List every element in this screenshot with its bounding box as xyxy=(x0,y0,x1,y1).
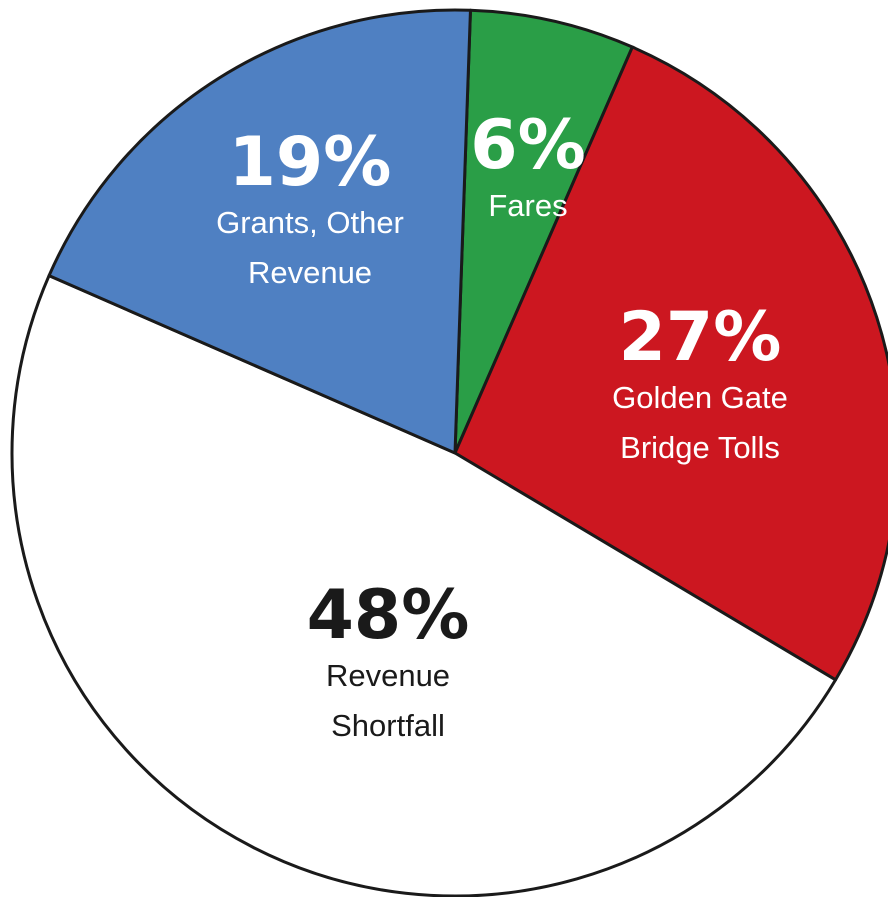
pct-label-grants-other-revenue: 19% xyxy=(229,123,392,202)
pct-label-golden-gate-bridge-tolls: 27% xyxy=(619,298,782,377)
pie-slices xyxy=(10,8,888,897)
pct-label-fares: 6% xyxy=(470,106,585,185)
slice-revenue-shortfall xyxy=(10,274,838,897)
category-label-revenue-shortfall-line-2: Shortfall xyxy=(331,708,445,743)
category-label-golden-gate-bridge-tolls-line-1: Golden Gate xyxy=(612,380,788,415)
slice-golden-gate-bridge-tolls xyxy=(453,45,888,682)
category-label-fares-line-1: Fares xyxy=(488,188,567,223)
slice-fares xyxy=(453,8,634,455)
category-label-grants-other-revenue-line-1: Grants, Other xyxy=(216,205,404,240)
category-label-revenue-shortfall-line-1: Revenue xyxy=(326,658,450,693)
pct-label-revenue-shortfall: 48% xyxy=(307,576,470,655)
slice-grants-other-revenue xyxy=(47,8,472,455)
category-label-grants-other-revenue-line-2: Revenue xyxy=(248,255,372,290)
category-label-golden-gate-bridge-tolls-line-2: Bridge Tolls xyxy=(620,430,780,465)
